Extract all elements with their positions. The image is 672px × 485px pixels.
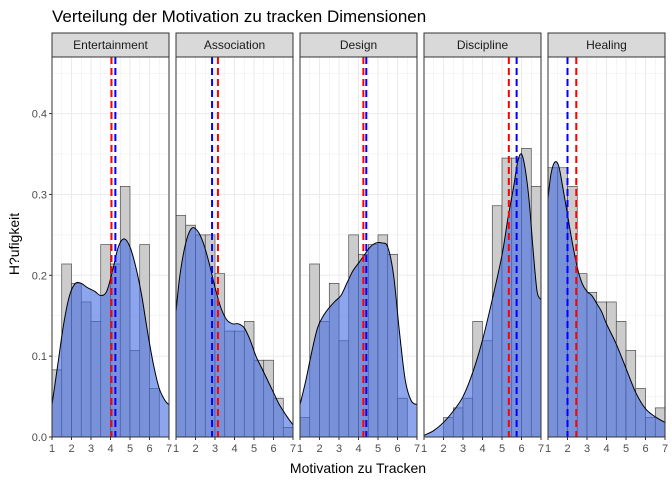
x-tick-label: 4 <box>479 443 485 455</box>
facet-panel-healing: Healing 1 2 3 4 5 6 7 <box>545 32 668 455</box>
x-tick-label: 3 <box>460 443 466 455</box>
x-tick-label: 5 <box>499 443 505 455</box>
x-tick-label: 4 <box>231 443 237 455</box>
x-tick-label: 4 <box>355 443 361 455</box>
x-tick-label: 6 <box>394 443 400 455</box>
x-tick-label: 5 <box>127 443 133 455</box>
x-tick-label: 3 <box>88 443 94 455</box>
x-tick-label: 4 <box>603 443 609 455</box>
facet-strip <box>547 32 666 58</box>
x-tick-label: 2 <box>564 443 570 455</box>
y-tick-label: 0.1 <box>32 351 47 363</box>
facet-panel-design: Design 1 2 3 4 5 6 7 <box>297 32 420 455</box>
x-tick-label: 5 <box>375 443 381 455</box>
x-tick-label: 6 <box>270 443 276 455</box>
x-tick-label: 1 <box>173 443 179 455</box>
y-tick-label: 0.2 <box>32 270 47 282</box>
density-area <box>424 153 541 437</box>
facet-strip-label: Healing <box>586 38 627 52</box>
x-axis-label: Motivation zu Tracken <box>290 460 426 476</box>
x-tick-label: 2 <box>440 443 446 455</box>
facet-strip <box>51 32 170 58</box>
y-tick-label: 0.3 <box>32 189 47 201</box>
facet-strip-label: Entertainment <box>73 38 148 52</box>
x-tick-label: 4 <box>107 443 113 455</box>
facet-strip-label: Design <box>340 38 377 52</box>
x-tick-label: 3 <box>212 443 218 455</box>
facet-panel-association: Association 1 2 3 4 5 6 7 <box>173 32 296 455</box>
y-tick-label: 0.0 <box>32 432 47 444</box>
facet-strip <box>175 32 294 58</box>
x-tick-label: 1 <box>297 443 303 455</box>
facet-strip <box>299 32 418 58</box>
x-tick-label: 6 <box>518 443 524 455</box>
x-tick-label: 7 <box>166 443 172 455</box>
facet-strip <box>423 32 542 58</box>
x-tick-label: 3 <box>336 443 342 455</box>
x-tick-label: 2 <box>316 443 322 455</box>
x-tick-label: 5 <box>623 443 629 455</box>
x-tick-label: 1 <box>545 443 551 455</box>
chart-title: Verteilung der Motivation zu tracken Dim… <box>52 7 426 26</box>
density-curve <box>175 227 294 426</box>
density-area <box>176 227 293 437</box>
x-tick-label: 6 <box>146 443 152 455</box>
density-curve <box>299 241 418 406</box>
x-tick-label: 1 <box>49 443 55 455</box>
facet-panel-entertainment: Entertainment 1 2 3 4 5 6 7 <box>49 32 172 455</box>
x-tick-label: 1 <box>421 443 427 455</box>
facet-strip-label: Association <box>204 38 265 52</box>
x-tick-label: 2 <box>68 443 74 455</box>
x-tick-label: 7 <box>290 443 296 455</box>
density-curve <box>423 153 542 436</box>
x-tick-label: 2 <box>192 443 198 455</box>
x-tick-label: 5 <box>251 443 257 455</box>
density-curve <box>547 161 666 423</box>
y-tick-label: 0.4 <box>32 109 47 121</box>
facet-panel-discipline: Discipline 1 2 3 4 5 6 7 <box>421 32 544 455</box>
x-tick-label: 7 <box>538 443 544 455</box>
x-tick-label: 6 <box>642 443 648 455</box>
x-tick-label: 7 <box>414 443 420 455</box>
facet-strip-label: Discipline <box>457 38 509 52</box>
density-area <box>300 242 417 437</box>
y-axis-label: H?ufigkeit <box>6 213 22 275</box>
x-tick-label: 7 <box>662 443 668 455</box>
x-tick-label: 3 <box>584 443 590 455</box>
